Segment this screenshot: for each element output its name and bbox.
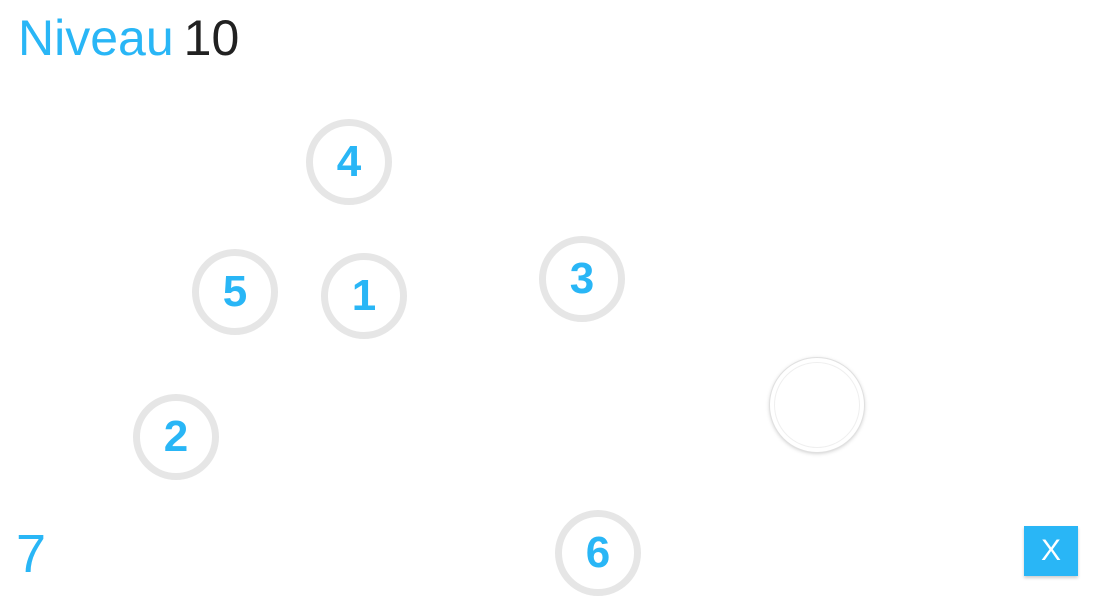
number-circle-6[interactable]: 6 — [555, 510, 641, 596]
remaining-count: 7 — [16, 524, 47, 584]
level-title: Niveau 10 — [18, 8, 239, 68]
number-circle-2[interactable]: 2 — [133, 394, 219, 480]
level-number: 10 — [183, 10, 240, 66]
circle-label: 3 — [569, 254, 595, 303]
number-circle-1[interactable]: 1 — [321, 253, 407, 339]
close-label: X — [1040, 534, 1061, 567]
number-circle-3[interactable]: 3 — [539, 236, 625, 322]
circle-label: 2 — [163, 412, 189, 461]
close-button[interactable]: X — [1024, 526, 1078, 576]
circle-label: 4 — [336, 137, 362, 186]
level-label: Niveau — [18, 10, 174, 66]
circle-label: 1 — [351, 271, 377, 320]
number-circle-5[interactable]: 5 — [192, 249, 278, 335]
circle-label: 6 — [585, 528, 611, 577]
number-circle-4[interactable]: 4 — [306, 119, 392, 205]
hidden-circle[interactable] — [770, 358, 864, 452]
circle-label: 5 — [222, 267, 248, 316]
